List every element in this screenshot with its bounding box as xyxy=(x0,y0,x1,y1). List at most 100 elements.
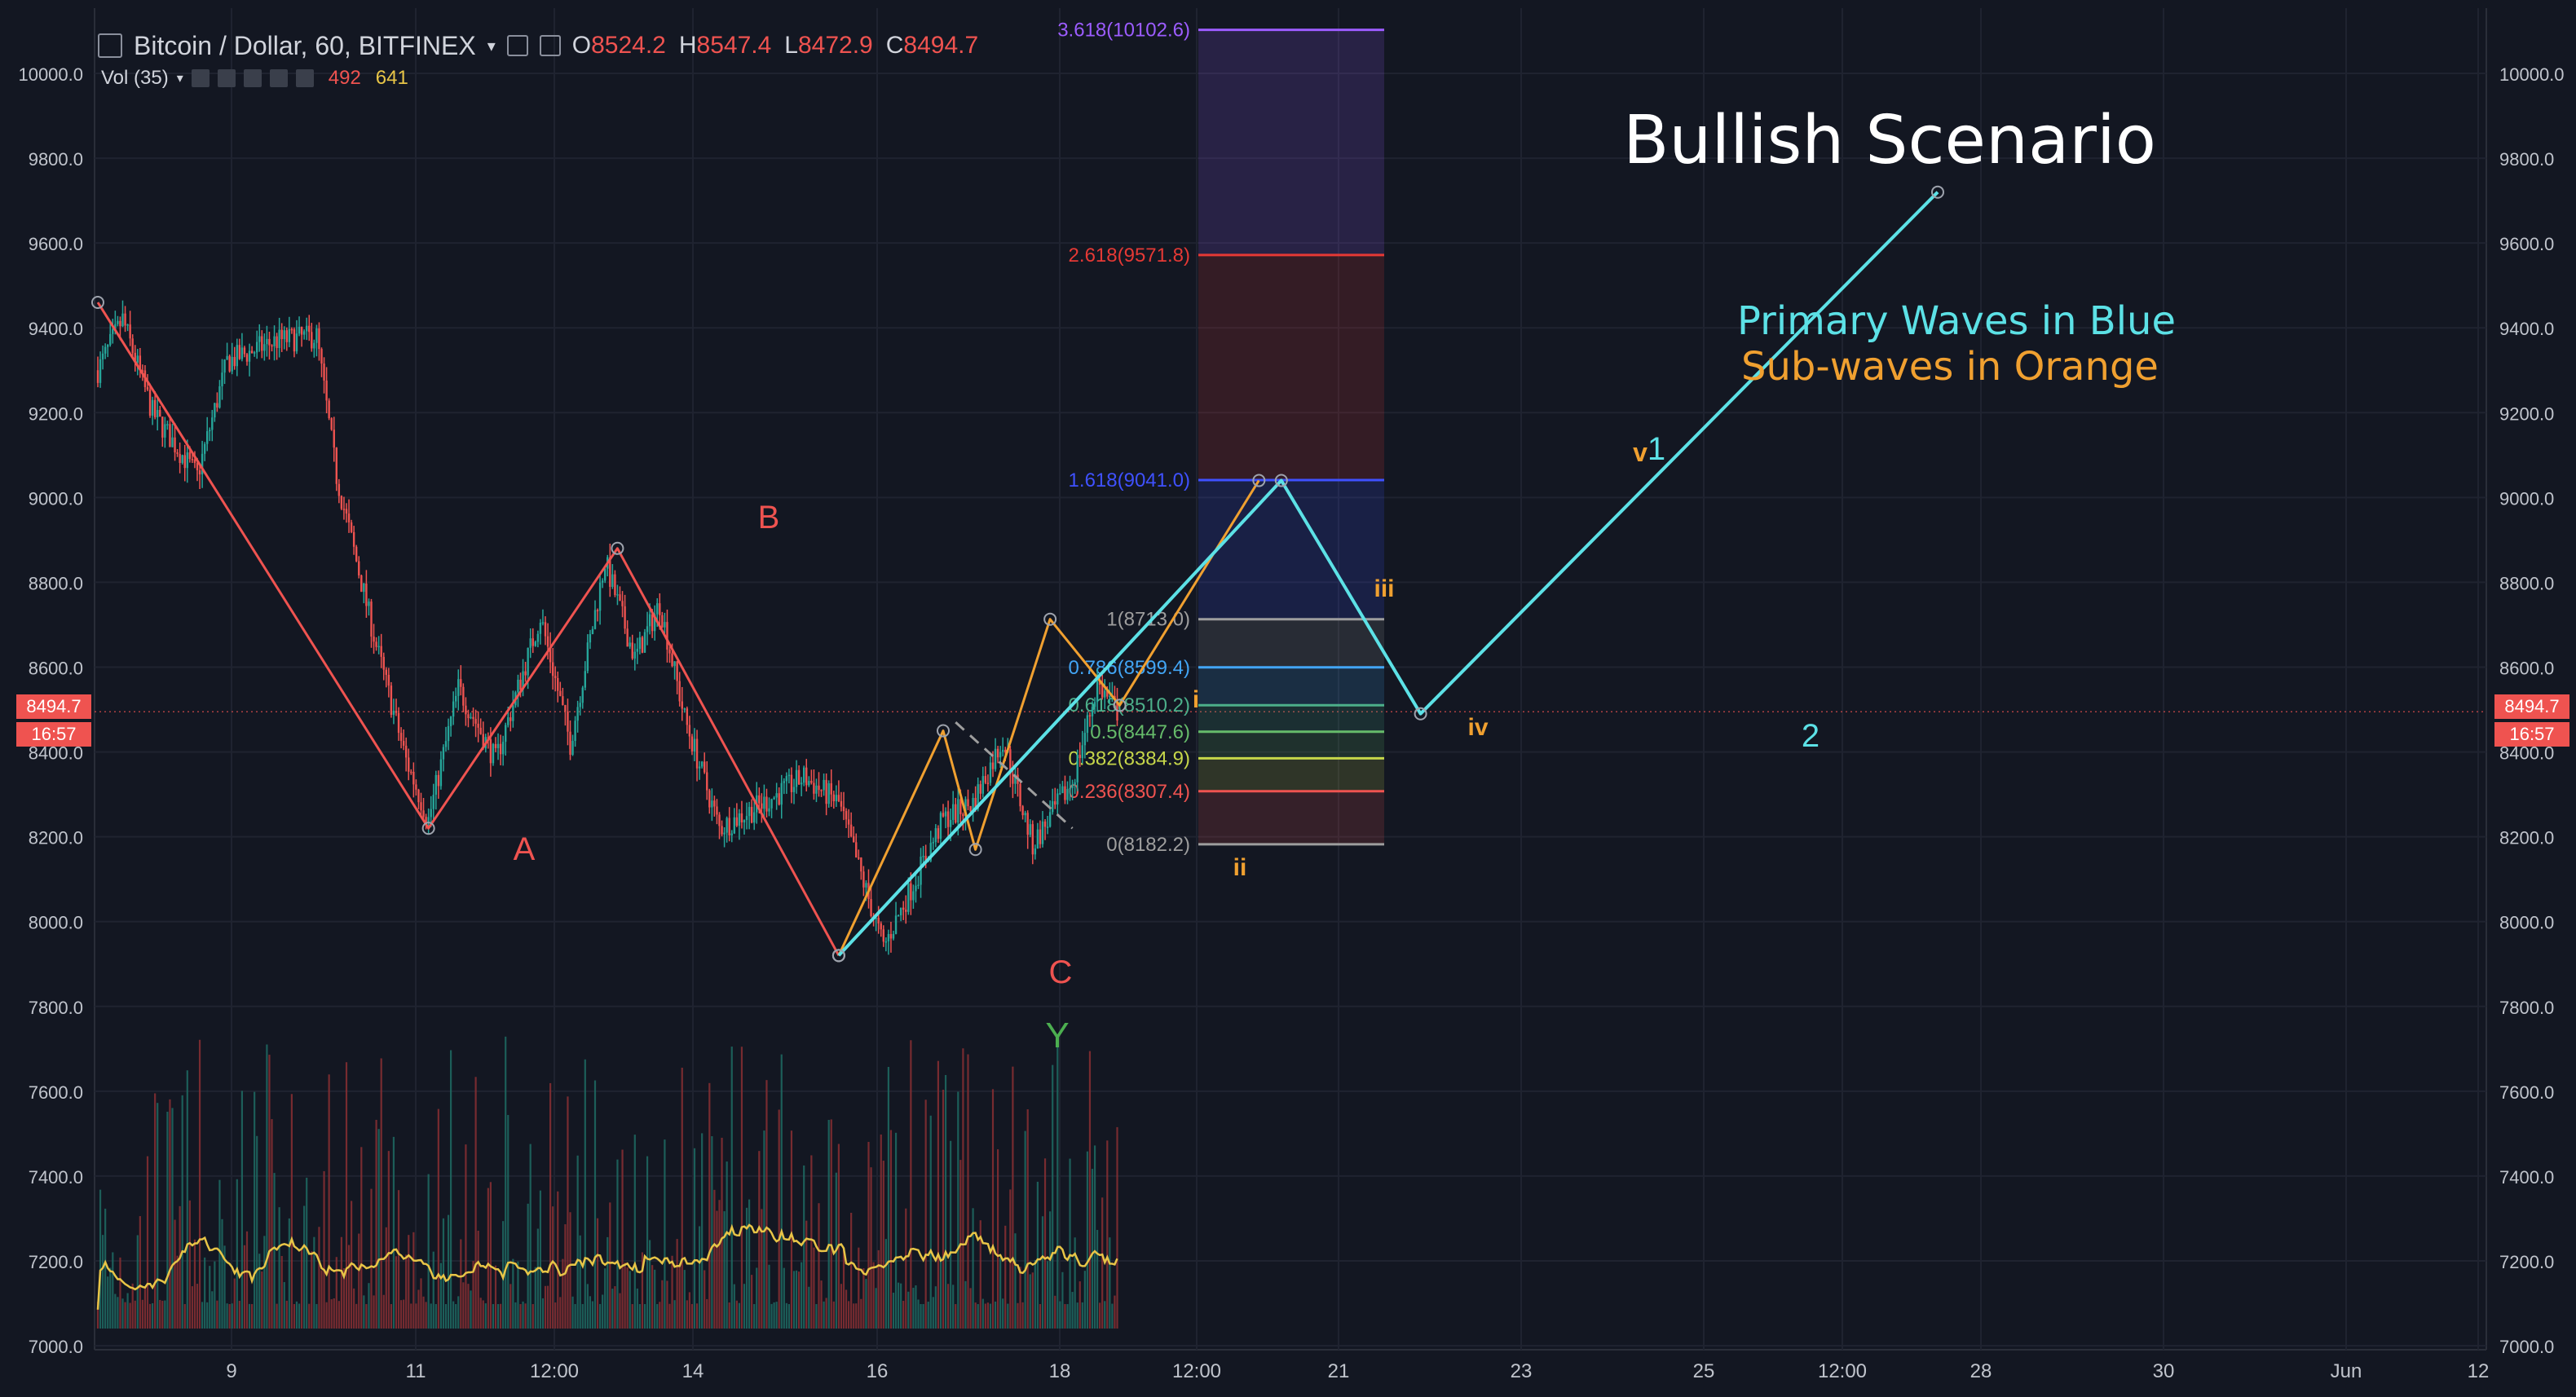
candle-body xyxy=(337,483,341,496)
candle-body xyxy=(795,769,798,787)
candle-body xyxy=(261,336,263,351)
candle-body xyxy=(584,671,586,688)
wave-point xyxy=(1931,185,1944,199)
volume-bar xyxy=(690,1303,694,1329)
candle-body xyxy=(877,918,880,924)
sub-waves-note: Sub-waves in Orange xyxy=(1741,344,2159,390)
fib-zone xyxy=(1198,667,1384,706)
volume-bar xyxy=(191,1286,193,1329)
settings-icon[interactable] xyxy=(539,35,561,56)
volume-bar xyxy=(375,1119,377,1329)
candle-body xyxy=(673,661,676,667)
price-axis[interactable]: 7000.0 7000.0 7200.0 7200.0 7400.0 7400.0 7600… xyxy=(18,64,2564,1357)
volume-bar xyxy=(917,1299,920,1329)
volume-bar xyxy=(848,1301,850,1329)
y-tick-left: 9000.0 xyxy=(29,488,83,509)
candle-body xyxy=(787,774,791,777)
volume-label[interactable]: Vol (35) xyxy=(101,67,169,89)
time-axis[interactable]: 9 11 12:00 14 16 18 12:00 21 23 25 12:00 28 30 Jun 12 xyxy=(226,1360,2489,1382)
candle-body xyxy=(171,437,174,447)
candle-body xyxy=(119,320,121,327)
eye-icon[interactable] xyxy=(191,69,210,87)
collapse-toggle-icon[interactable] xyxy=(98,33,122,58)
volume-bar xyxy=(1049,1211,1052,1329)
volume-bar xyxy=(626,1267,629,1329)
candle-body xyxy=(728,817,730,835)
candle-body xyxy=(591,628,594,635)
candle-body xyxy=(671,653,673,667)
candle-body xyxy=(350,522,353,532)
candle-body xyxy=(256,342,258,353)
volume-bar xyxy=(487,1188,489,1329)
candle-body xyxy=(467,714,470,719)
volume-bar xyxy=(114,1293,117,1329)
candle-body xyxy=(803,767,805,783)
volume-bar xyxy=(713,1189,716,1329)
high-label: H xyxy=(678,32,697,59)
eye-icon[interactable] xyxy=(506,35,528,56)
candle-body xyxy=(169,424,171,447)
candle-body xyxy=(648,614,651,627)
candle-body xyxy=(690,736,694,751)
volume-bar xyxy=(176,1255,179,1329)
volume-bar xyxy=(218,1179,221,1329)
volume-bar xyxy=(196,1284,199,1329)
volume-bar xyxy=(541,1298,545,1329)
candle-body xyxy=(586,642,589,672)
volume-bar xyxy=(1078,1281,1081,1329)
candle-body xyxy=(711,800,713,808)
volume-bar xyxy=(425,1302,427,1329)
volume-bar xyxy=(718,1200,721,1329)
volume-bar xyxy=(877,1249,880,1329)
candle-body xyxy=(328,400,330,419)
more-icon[interactable] xyxy=(269,69,288,87)
volume-bar xyxy=(1039,1303,1042,1329)
close-icon[interactable] xyxy=(295,69,314,87)
volume-bar xyxy=(967,1054,969,1329)
volume-chevron-down-icon[interactable]: ▾ xyxy=(176,72,183,86)
volume-bar xyxy=(783,1267,785,1329)
volume-bar xyxy=(136,1235,139,1329)
candle-body xyxy=(539,623,542,634)
candle-body xyxy=(117,320,119,324)
volume-bar xyxy=(248,1303,251,1329)
volume-bar xyxy=(143,1288,147,1329)
y-tick-left: 8000.0 xyxy=(29,913,83,933)
candle-body xyxy=(1019,783,1021,807)
candle-body xyxy=(984,776,987,783)
volume-bar xyxy=(532,1304,534,1329)
volume-bar xyxy=(107,1276,109,1329)
candle-body xyxy=(855,842,858,858)
symbol-title[interactable]: Bitcoin / Dollar, 60, BITFINEX xyxy=(134,30,476,60)
volume-bar xyxy=(880,1134,882,1329)
volume-bar xyxy=(152,1303,154,1329)
volume-bar xyxy=(1031,1272,1034,1329)
volume-bar xyxy=(452,1301,455,1329)
chevron-down-icon[interactable]: ▾ xyxy=(487,37,496,55)
volume-bar xyxy=(254,1091,256,1329)
volume-bar xyxy=(427,1174,430,1329)
candle-body xyxy=(501,742,505,755)
volume-bar xyxy=(740,1047,743,1329)
candle-body xyxy=(268,338,271,346)
candle-body xyxy=(347,513,351,522)
volume-bar xyxy=(460,1239,462,1329)
volume-bar xyxy=(602,1294,604,1329)
add-icon[interactable] xyxy=(243,69,262,87)
volume-bar xyxy=(318,1227,320,1329)
candle-body xyxy=(183,455,186,469)
volume-bar xyxy=(825,1298,827,1329)
volume-bar xyxy=(761,1209,763,1329)
volume-bar xyxy=(276,1303,278,1329)
volume-bar xyxy=(1083,1271,1086,1329)
settings-icon[interactable] xyxy=(217,69,236,87)
candle-body xyxy=(1061,786,1064,794)
volume-bar xyxy=(765,1080,768,1329)
volume-bar xyxy=(221,1219,223,1329)
volume-bar xyxy=(972,1208,974,1329)
candle-body xyxy=(107,345,109,347)
volume-bar xyxy=(579,1235,581,1329)
volume-bar xyxy=(609,1202,611,1329)
candle-body xyxy=(986,782,990,784)
